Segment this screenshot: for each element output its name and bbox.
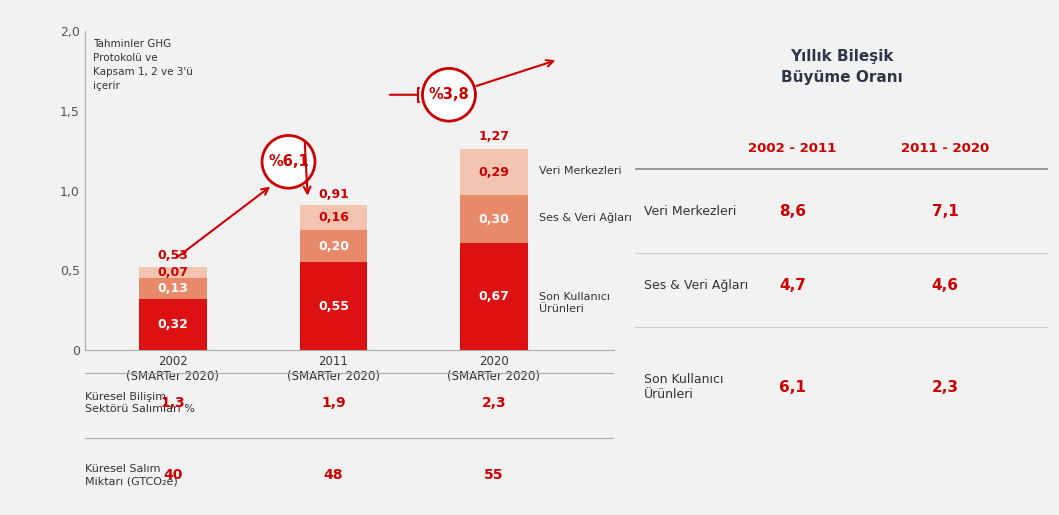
Text: Veri Merkezleri: Veri Merkezleri <box>644 204 736 218</box>
Text: %6,1: %6,1 <box>268 154 309 169</box>
Text: 0,55: 0,55 <box>318 300 348 313</box>
Text: Son Kullanıcı
Ürünleri: Son Kullanıcı Ürünleri <box>644 373 723 401</box>
Text: 0,30: 0,30 <box>479 213 509 226</box>
Text: %3,8: %3,8 <box>429 87 469 102</box>
Text: 0,91: 0,91 <box>318 188 348 201</box>
Bar <box>300 231 367 263</box>
Bar <box>300 263 367 350</box>
Text: 1,3: 1,3 <box>161 396 185 410</box>
Text: 2,3: 2,3 <box>482 396 506 410</box>
Text: Yıllık Bileşik
Büyüme Oranı: Yıllık Bileşik Büyüme Oranı <box>782 49 902 85</box>
Text: 0,53: 0,53 <box>158 249 189 262</box>
Text: 1,9: 1,9 <box>321 396 345 410</box>
Text: 2002 - 2011: 2002 - 2011 <box>749 142 837 154</box>
Text: Son Kullanıcı
Ürünleri: Son Kullanıcı Ürünleri <box>539 292 610 314</box>
Text: 4,6: 4,6 <box>932 278 958 293</box>
Text: 7,1: 7,1 <box>932 203 958 219</box>
Text: 2011 - 2020: 2011 - 2020 <box>901 142 989 154</box>
Bar <box>461 149 527 195</box>
Text: 0,32: 0,32 <box>158 318 189 331</box>
Bar <box>300 205 367 231</box>
Text: Veri Merkezleri: Veri Merkezleri <box>539 166 622 176</box>
Bar <box>140 267 207 278</box>
Text: 8,6: 8,6 <box>778 203 806 219</box>
Text: 6,1: 6,1 <box>779 380 806 395</box>
Bar <box>461 195 527 243</box>
Text: Tahminler GHG
Protokolü ve
Kapsam 1, 2 ve 3'ü
içerir: Tahminler GHG Protokolü ve Kapsam 1, 2 v… <box>93 39 193 91</box>
Text: Küresel Bilişim
Sektörü Salımları %: Küresel Bilişim Sektörü Salımları % <box>85 392 195 414</box>
Text: 40: 40 <box>163 468 182 482</box>
Text: Küresel Salım
Miktarı (GTCO₂e): Küresel Salım Miktarı (GTCO₂e) <box>85 465 178 486</box>
Bar <box>461 243 527 350</box>
Text: Ses & Veri Ağları: Ses & Veri Ağları <box>644 279 748 292</box>
Circle shape <box>423 68 475 121</box>
Text: 55: 55 <box>484 468 504 482</box>
Text: 48: 48 <box>324 468 343 482</box>
Text: 0,20: 0,20 <box>318 240 348 253</box>
Text: 0,29: 0,29 <box>479 166 509 179</box>
Text: 0,13: 0,13 <box>158 282 189 295</box>
Text: 0,16: 0,16 <box>318 211 348 224</box>
Circle shape <box>262 135 315 188</box>
Bar <box>140 278 207 299</box>
Text: 0,67: 0,67 <box>479 290 509 303</box>
Text: 1,27: 1,27 <box>479 130 509 144</box>
Text: 0,07: 0,07 <box>158 266 189 279</box>
Text: Ses & Veri Ağları: Ses & Veri Ağları <box>539 213 631 223</box>
Text: 2,3: 2,3 <box>932 380 958 395</box>
Text: 4,7: 4,7 <box>779 278 806 293</box>
Bar <box>140 299 207 350</box>
